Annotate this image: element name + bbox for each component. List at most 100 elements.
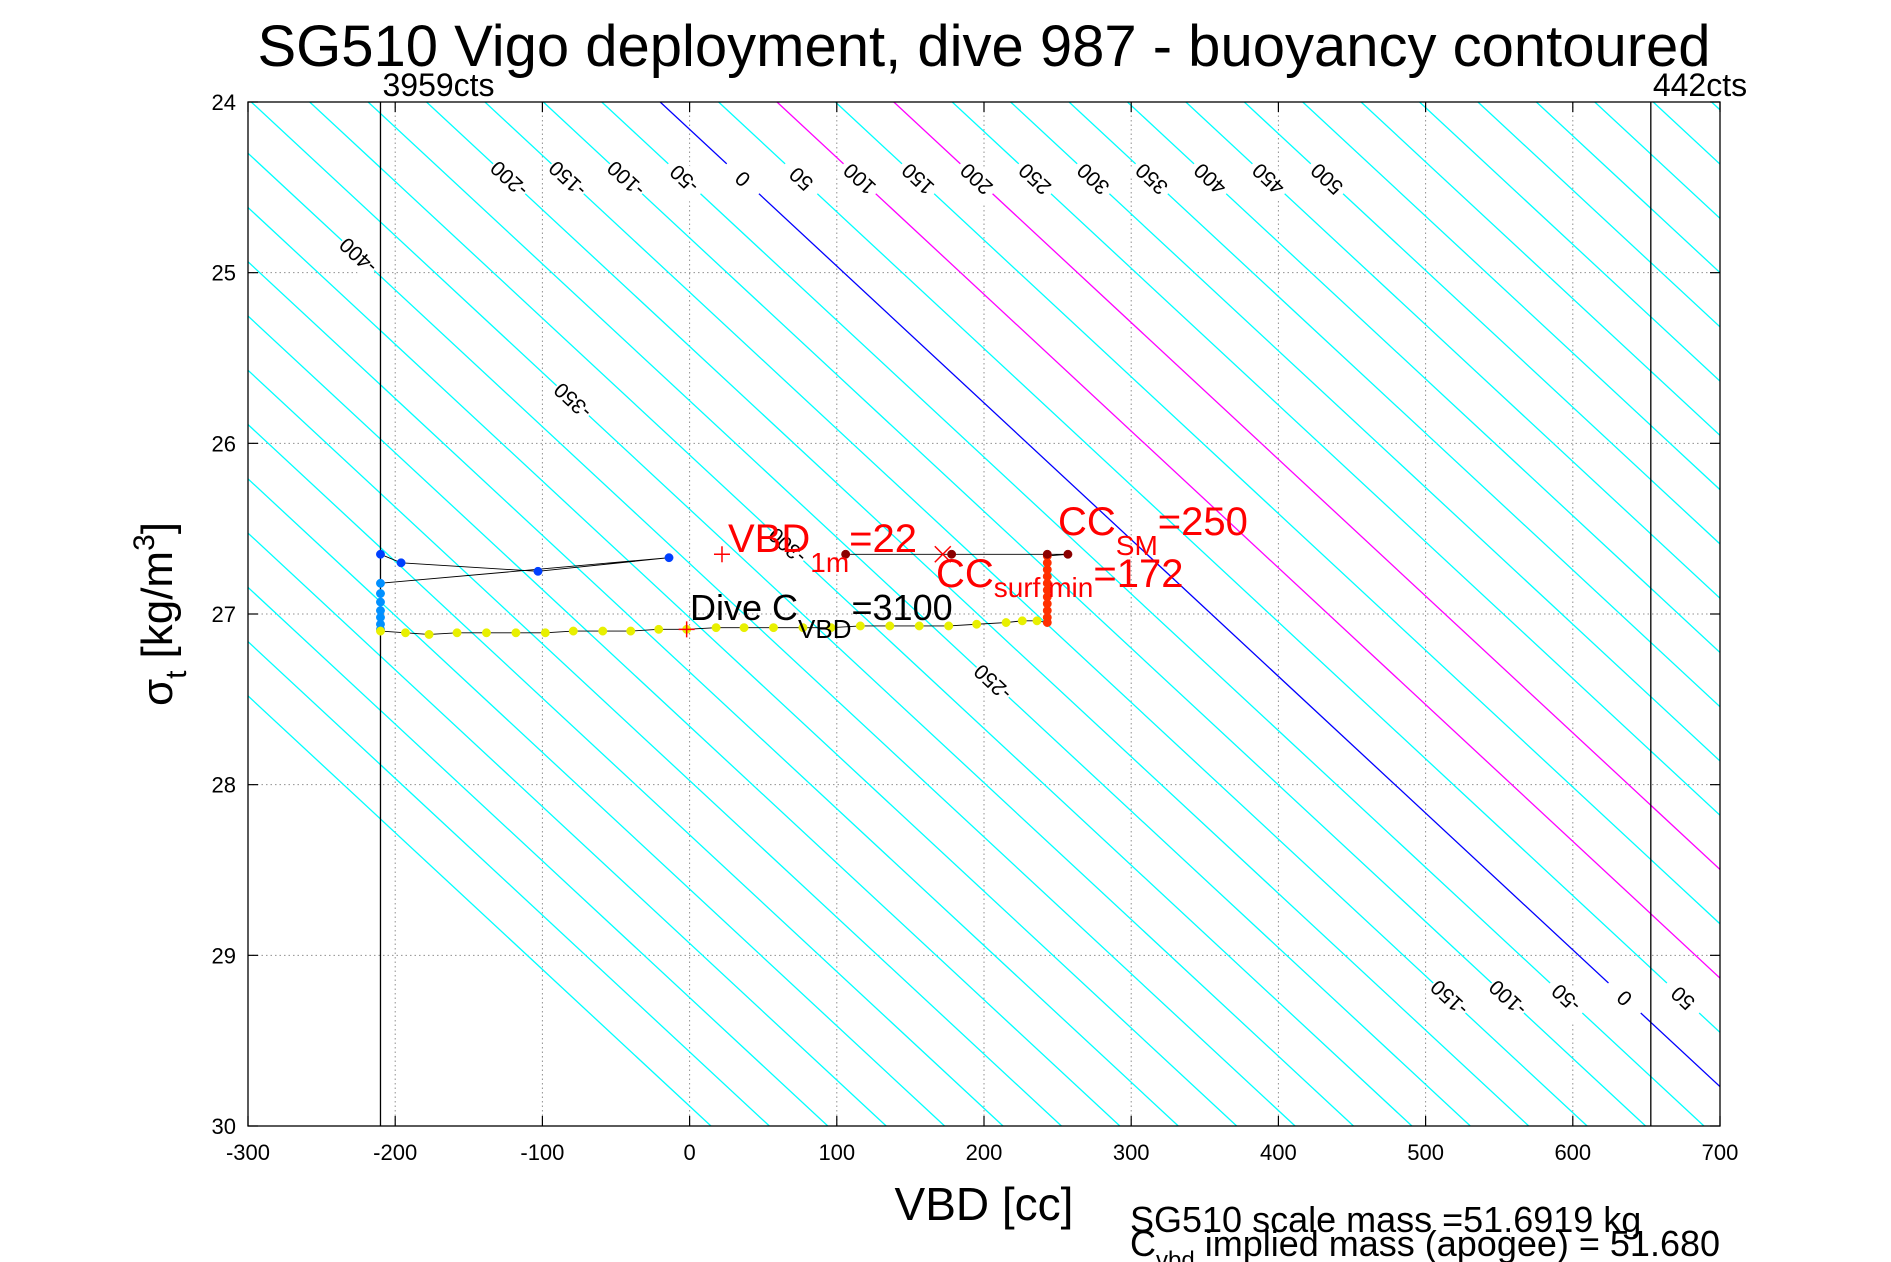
- contour-label-bg: [1541, 973, 1592, 1023]
- y-tick-label: 30: [212, 1114, 236, 1139]
- data-point: [376, 549, 385, 559]
- data-point: [1017, 616, 1027, 626]
- data-point: [914, 621, 924, 631]
- buoyancy-contour-line: [1770, 102, 1891, 1126]
- contour-label-bg: [762, 521, 813, 571]
- data-series: [376, 549, 1073, 639]
- annotation-dive-cvbd: Dive CVBD=3100: [690, 587, 953, 644]
- data-point: [376, 626, 385, 636]
- buoyancy-contour-line: [248, 423, 1004, 1126]
- contour-label-bg: [659, 154, 710, 204]
- buoyancy-contour-line: [248, 532, 887, 1126]
- contour-label-bg: [1658, 973, 1708, 1023]
- data-point: [511, 628, 521, 638]
- footer-scale-mass: SG510 scale mass =51.6919 kg: [1130, 1199, 1641, 1240]
- x-tick-label: -100: [520, 1140, 564, 1165]
- x-axis-label: VBD [cc]: [895, 1178, 1074, 1230]
- data-point: [452, 628, 462, 638]
- data-point: [598, 626, 608, 636]
- contour-label-bg: [717, 154, 768, 204]
- x-tick-label: 300: [1113, 1140, 1150, 1165]
- data-point: [396, 558, 406, 568]
- data-point: [533, 566, 543, 576]
- buoyancy-contour-line: [1360, 102, 1720, 437]
- chart-title: SG510 Vigo deployment, dive 987 - buoyan…: [257, 14, 1710, 79]
- data-point: [885, 621, 895, 631]
- contour-label-bg: [1301, 154, 1352, 204]
- annotation-vbd-1m: VBD1m=22: [728, 517, 917, 578]
- axis-tick-labels: -300 -200 -100 0 100 200 300 400 500 600 700 24 25 26…: [212, 90, 1739, 1165]
- buoyancy-contour-line: [1828, 102, 1891, 1126]
- buoyancy-contour-line: [1243, 102, 1720, 545]
- y-tick-label: 26: [212, 431, 236, 456]
- buoyancy-contour-line: [484, 102, 1588, 1126]
- annotation-cc-surf-min: CCsurf min=172: [936, 552, 1183, 603]
- data-point: [1032, 616, 1042, 626]
- data-point: [798, 623, 808, 633]
- buoyancy-contour-line: [248, 477, 946, 1126]
- contour-label-bg: [1068, 154, 1119, 204]
- y-tick-label: 25: [212, 261, 236, 286]
- data-point: [947, 549, 957, 559]
- data-point: [739, 623, 749, 633]
- contour-label-bg: [1009, 154, 1060, 204]
- buoyancy-contour-line: [834, 102, 1720, 925]
- buoyancy-contour-line: [248, 315, 1121, 1126]
- y-tick-label: 24: [212, 90, 236, 115]
- buoyancy-contour-line: [248, 260, 1179, 1126]
- buoyancy-contour-line: [248, 640, 770, 1126]
- buoyancy-contour-line: [542, 102, 1647, 1126]
- buoyancy-contour-line: [1127, 102, 1720, 654]
- data-point: [376, 597, 385, 607]
- vbd-limit-label: 442cts: [1653, 67, 1747, 103]
- data-point: [841, 549, 851, 559]
- buoyancy-contour-line: [1068, 102, 1720, 708]
- data-point: [424, 630, 434, 639]
- y-tick-label: 28: [212, 773, 236, 798]
- buoyancy-contour-line: [1010, 102, 1720, 762]
- buoyancy-contour-line: [248, 695, 712, 1126]
- buoyancy-contour-line: [718, 102, 1720, 1034]
- buoyancy-contour-line: [426, 102, 1530, 1126]
- buoyancy-contour-line: [601, 102, 1705, 1126]
- y-axis-label: σt[kg/m3]: [128, 522, 193, 706]
- buoyancy-contour-line: [248, 206, 1238, 1126]
- buoyancy-contour-line: [309, 102, 1413, 1126]
- contour-label-bg: [893, 154, 944, 204]
- contour-label-bg: [601, 154, 651, 204]
- data-point: [972, 619, 982, 629]
- buoyancy-contour-line: [250, 102, 1354, 1126]
- contour-label-bg: [1126, 154, 1177, 204]
- contour-label-bg: [1185, 154, 1236, 204]
- contour-label-bg: [1599, 973, 1650, 1023]
- x-tick-label: 400: [1260, 1140, 1297, 1165]
- buoyancy-contour-line: [659, 102, 1720, 1088]
- x-tick-label: 0: [683, 1140, 695, 1165]
- contour-label-bg: [547, 376, 598, 426]
- vbd-limit-label: 3959cts: [382, 67, 494, 103]
- buoyancy-contour-line: [1302, 102, 1720, 491]
- y-tick-label: 27: [212, 602, 236, 627]
- contour-label-bg: [484, 154, 535, 204]
- grid-lines: [248, 102, 1720, 1126]
- buoyancy-contour-line: [1419, 102, 1720, 383]
- contour-label-bg: [951, 154, 1002, 204]
- footer-implied-mass: Cvbd implied mass (apogee) = 51.680: [1130, 1223, 1720, 1262]
- annotation-cc-sm: CCSM=250: [1058, 500, 1248, 561]
- data-point: [826, 623, 836, 633]
- x-tick-label: -300: [226, 1140, 270, 1165]
- contour-label-bg: [542, 154, 593, 204]
- data-point: [482, 628, 491, 638]
- buoyancy-contour-line: [248, 152, 1296, 1126]
- buoyancy-contour-line: [367, 102, 1471, 1126]
- data-point: [1042, 549, 1052, 559]
- data-point: [376, 589, 385, 598]
- cross-marker-b: [934, 545, 952, 563]
- data-point: [1063, 549, 1073, 559]
- data-point: [568, 626, 578, 636]
- x-tick-label: 500: [1407, 1140, 1444, 1165]
- buoyancy-contours: [248, 102, 1891, 1126]
- x-tick-label: 600: [1554, 1140, 1591, 1165]
- data-point: [654, 624, 664, 634]
